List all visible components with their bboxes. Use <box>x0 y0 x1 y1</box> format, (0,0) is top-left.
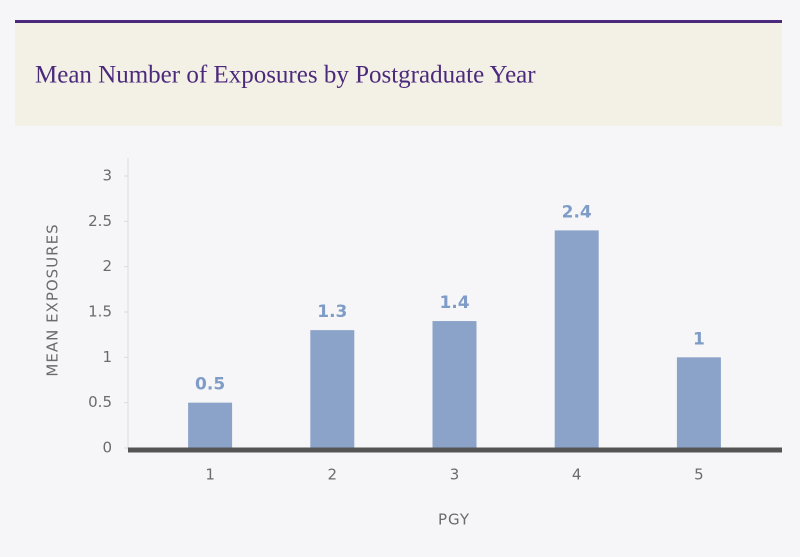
value-label: 0.5 <box>195 375 225 395</box>
x-tick-label: 5 <box>694 466 704 484</box>
value-label: 1 <box>693 329 705 349</box>
title-band <box>15 22 782 126</box>
x-tick-label: 4 <box>572 466 582 484</box>
bar <box>310 330 355 448</box>
x-tick-label: 2 <box>328 466 338 484</box>
y-axis-label: MEAN EXPOSURES <box>44 223 62 376</box>
value-label: 1.3 <box>317 302 347 322</box>
chart-title: Mean Number of Exposures by Postgraduate… <box>35 62 536 89</box>
y-tick-label: 0 <box>102 439 112 457</box>
bar <box>188 402 233 448</box>
title-rule <box>15 20 782 23</box>
y-tick-label: 1 <box>102 348 112 366</box>
y-tick-label: 1.5 <box>88 303 112 321</box>
y-tick-label: 3 <box>102 167 112 185</box>
bar <box>676 357 721 448</box>
y-tick-label: 2.5 <box>88 212 112 230</box>
x-axis-label: PGY <box>438 511 470 529</box>
bar <box>554 230 599 448</box>
bar <box>432 321 477 448</box>
x-tick-label: 3 <box>450 466 460 484</box>
y-tick-label: 2 <box>102 257 112 275</box>
value-label: 2.4 <box>562 202 592 222</box>
x-tick-label: 1 <box>205 466 215 484</box>
value-label: 1.4 <box>439 293 469 313</box>
y-tick-label: 0.5 <box>88 393 112 411</box>
